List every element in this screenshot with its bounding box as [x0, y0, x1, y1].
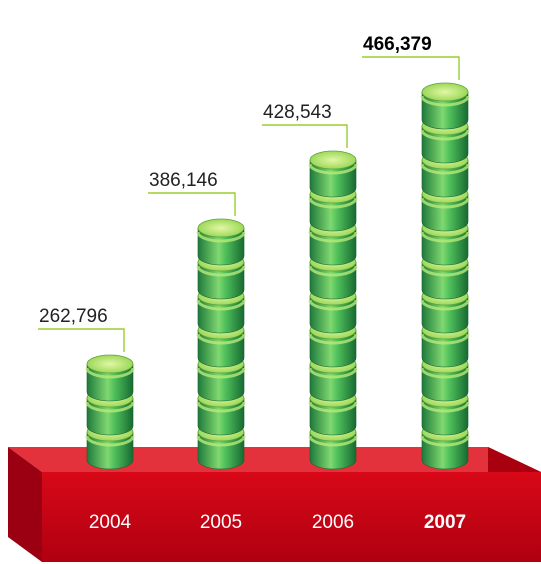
x-tick-label-2005: 2005	[200, 512, 242, 533]
x-tick-label-2006: 2006	[312, 512, 354, 533]
bar-2006	[308, 150, 358, 470]
bar-2004	[85, 354, 135, 470]
coin	[196, 218, 246, 266]
leader-line-2004	[38, 328, 125, 352]
leader-line-2007	[362, 56, 460, 80]
leader-line-2006	[262, 124, 348, 148]
bar-stacks	[85, 82, 470, 470]
bar-2007	[420, 82, 470, 470]
leader-line-2005	[148, 192, 236, 216]
data-label-2004: 262,796	[39, 306, 108, 327]
base-front-face	[42, 472, 541, 562]
coin	[308, 150, 358, 198]
chart-base	[8, 447, 541, 562]
base-left-face	[8, 447, 42, 562]
data-label-2007: 466,379	[363, 34, 432, 55]
coin	[420, 82, 470, 130]
value-callouts: 262,796 386,146 428,543 466,379	[38, 34, 460, 352]
coin	[85, 354, 135, 402]
data-label-2006: 428,543	[263, 102, 332, 123]
base-top-face	[8, 447, 541, 472]
x-tick-label-2004: 2004	[89, 512, 132, 533]
x-tick-label-2007: 2007	[424, 512, 466, 533]
bar-2005	[196, 218, 246, 470]
data-label-2005: 386,146	[149, 170, 218, 191]
x-axis-labels: 2004 2005 2006 2007	[89, 512, 466, 533]
